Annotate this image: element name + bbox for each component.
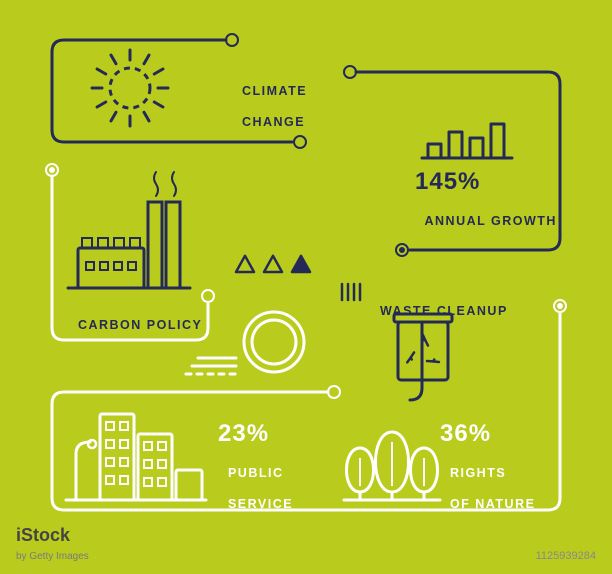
center-ring-icon	[244, 312, 304, 372]
rights-of-nature-line1: RIGHTS	[450, 466, 506, 480]
carbon-policy-label: CARBON POLICY	[68, 302, 202, 333]
rights-of-nature-line2: OF NATURE	[450, 497, 536, 511]
annual-growth-value: 145%	[415, 168, 480, 195]
rights-of-nature-label: RIGHTS OF NATURE	[440, 450, 535, 513]
connector-node	[328, 386, 340, 398]
watermark: iStock by Getty Images	[16, 525, 89, 564]
connector-node-dot	[49, 167, 55, 173]
rights-of-nature-stat: 36%	[440, 420, 491, 448]
connector-node	[294, 136, 306, 148]
connector-node	[344, 66, 356, 78]
wind-lines-icon	[186, 358, 236, 374]
waste-cleanup-label: WASTE CLEANUP	[370, 288, 508, 319]
public-service-line2: SERVICE	[228, 497, 293, 511]
connector-node-dot	[399, 247, 405, 253]
connector-node-dot	[557, 303, 563, 309]
annual-growth-label: ANNUAL GROWTH	[415, 198, 557, 229]
triangles-decoration	[236, 256, 310, 272]
bar-chart-icon	[422, 124, 512, 158]
factory-icon	[68, 172, 190, 288]
public-service-line1: PUBLIC	[228, 466, 284, 480]
trees-icon	[344, 432, 440, 500]
public-service-stat: 23%	[218, 420, 269, 448]
watermark-id: 1125939284	[536, 550, 596, 562]
public-service-label: PUBLIC SERVICE	[218, 450, 293, 513]
sun-icon	[92, 50, 168, 126]
watermark-source: iStock	[16, 525, 70, 545]
climate-change-line1: CLIMATE	[242, 84, 307, 98]
annual-growth-stat: 145%	[415, 168, 480, 196]
public-service-value: 23%	[218, 420, 269, 447]
tick-marks	[342, 284, 360, 300]
city-icon	[66, 414, 206, 500]
rights-of-nature-value: 36%	[440, 420, 491, 447]
path-bin-branch	[410, 322, 422, 400]
climate-change-label: CLIMATE CHANGE	[232, 68, 307, 131]
connector-node	[202, 290, 214, 302]
connector-node	[226, 34, 238, 46]
watermark-credit: by Getty Images	[16, 551, 89, 562]
climate-change-line2: CHANGE	[242, 115, 305, 129]
